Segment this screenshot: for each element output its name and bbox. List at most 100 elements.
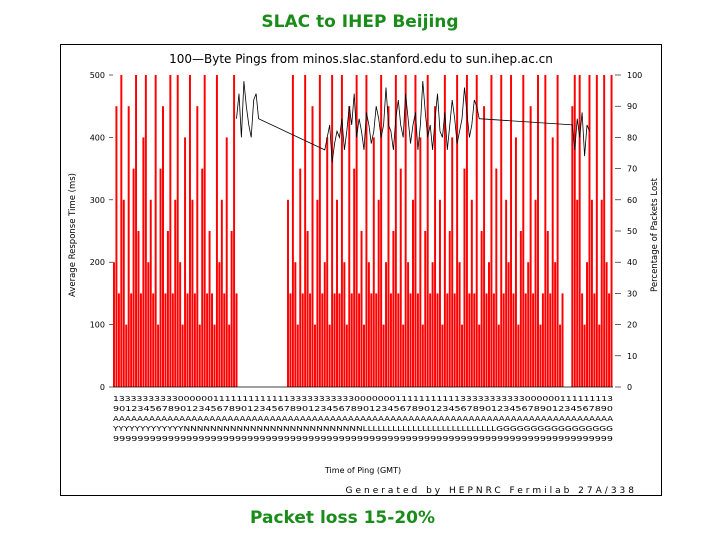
- loss-bar: [358, 293, 361, 387]
- loss-bar: [144, 75, 147, 387]
- loss-bar: [355, 75, 358, 387]
- loss-bar: [117, 293, 120, 387]
- loss-bar: [113, 262, 115, 387]
- x-tick-row: YYYYYYYYYYYYYNNNNNNNNNNNNNNNNNNNNNNNNNNN…: [112, 424, 614, 433]
- loss-bar: [360, 231, 363, 387]
- loss-bar: [473, 293, 476, 387]
- y2-axis-ticks: 0 10 20 30 40 50 60 70 80 90 100: [615, 71, 642, 392]
- loss-bar: [122, 199, 125, 387]
- loss-bar: [441, 324, 444, 387]
- loss-bar: [502, 293, 505, 387]
- loss-bar: [125, 324, 128, 387]
- loss-bar: [404, 75, 407, 387]
- y2-tick-label: 0: [627, 383, 632, 392]
- loss-bar: [375, 293, 378, 387]
- chart-figure: 100—Byte Pings from minos.slac.stanford.…: [60, 44, 662, 496]
- loss-bar: [228, 324, 231, 387]
- loss-bar: [289, 293, 292, 387]
- loss-bar: [120, 75, 123, 387]
- loss-bar: [309, 293, 312, 387]
- loss-bar: [512, 293, 515, 387]
- loss-bar: [451, 137, 454, 387]
- loss-bar: [159, 168, 162, 387]
- loss-bar: [193, 293, 196, 387]
- loss-bar: [135, 75, 138, 387]
- loss-bar: [490, 75, 493, 387]
- y2-tick-label: 70: [627, 165, 637, 174]
- loss-bar: [340, 75, 343, 387]
- loss-bar: [218, 262, 221, 387]
- loss-bar: [367, 262, 370, 387]
- loss-bar: [157, 324, 160, 387]
- loss-bar: [554, 262, 557, 387]
- y2-tick-label: 50: [627, 227, 637, 236]
- loss-bar: [333, 293, 336, 387]
- loss-bar: [524, 293, 527, 387]
- loss-bar: [291, 75, 294, 387]
- loss-bar: [318, 75, 321, 387]
- loss-bar: [500, 75, 503, 387]
- loss-bar: [220, 199, 223, 387]
- loss-bar: [296, 324, 299, 387]
- loss-bar: [407, 262, 410, 387]
- loss-bar: [174, 199, 177, 387]
- loss-bar: [586, 262, 588, 387]
- loss-bar: [581, 293, 584, 387]
- loss-bar: [149, 199, 152, 387]
- loss-bar: [549, 293, 552, 387]
- loss-bar: [350, 293, 353, 387]
- y2-tick-label: 20: [627, 321, 637, 330]
- loss-bar: [345, 324, 348, 387]
- loss-bar: [127, 106, 130, 387]
- loss-bar: [139, 293, 142, 387]
- loss-bar: [507, 262, 510, 387]
- loss-bar: [208, 231, 211, 387]
- loss-bar: [198, 324, 201, 387]
- loss-bar: [166, 231, 169, 387]
- loss-bar: [537, 75, 539, 387]
- loss-bar: [595, 75, 598, 387]
- loss-bar: [311, 106, 314, 387]
- loss-bar: [529, 106, 532, 387]
- y-tick-label: 400: [90, 133, 105, 142]
- loss-bar: [392, 231, 395, 387]
- loss-bar: [294, 262, 297, 387]
- loss-bar: [429, 293, 432, 387]
- loss-bar: [573, 75, 576, 387]
- y-axis-ticks: 0 100 200 300 400 500: [90, 71, 113, 392]
- loss-bar: [196, 106, 199, 387]
- loss-bar: [480, 231, 483, 387]
- loss-bar: [225, 137, 228, 387]
- loss-bar: [458, 262, 461, 387]
- loss-bar: [188, 75, 191, 387]
- loss-bar: [233, 75, 236, 387]
- loss-bar: [184, 137, 187, 387]
- y-tick-label: 500: [90, 71, 105, 80]
- x-axis-label: Time of Ping (GMT): [324, 466, 401, 475]
- loss-bar: [485, 293, 488, 387]
- loss-bar: [561, 293, 564, 387]
- loss-bar: [559, 324, 562, 387]
- loss-bar: [147, 262, 150, 387]
- y2-tick-label: 100: [627, 71, 642, 80]
- loss-bar: [304, 75, 307, 387]
- loss-bar: [142, 137, 145, 387]
- loss-bar: [164, 293, 167, 387]
- loss-bar: [343, 262, 346, 387]
- loss-bar: [588, 75, 591, 387]
- y2-tick-label: 80: [627, 133, 637, 142]
- loss-bar: [544, 75, 547, 387]
- loss-bar: [137, 231, 140, 387]
- loss-bar: [527, 262, 530, 387]
- x-tick-row: AAAAAAAAAAAAAAAAAAAAAAAAAAAAAAAAAAAAAAAA…: [113, 414, 613, 423]
- loss-bar: [372, 137, 375, 387]
- response-time-line: [236, 81, 590, 163]
- loss-bar: [434, 106, 437, 387]
- loss-bar: [299, 168, 302, 387]
- loss-bar: [211, 293, 213, 387]
- loss-bar: [115, 106, 118, 387]
- loss-bar: [492, 293, 495, 387]
- x-tick-row: 1333333333300000011111111111113333333333…: [113, 394, 613, 403]
- loss-bar: [380, 75, 383, 387]
- loss-bar: [514, 137, 517, 387]
